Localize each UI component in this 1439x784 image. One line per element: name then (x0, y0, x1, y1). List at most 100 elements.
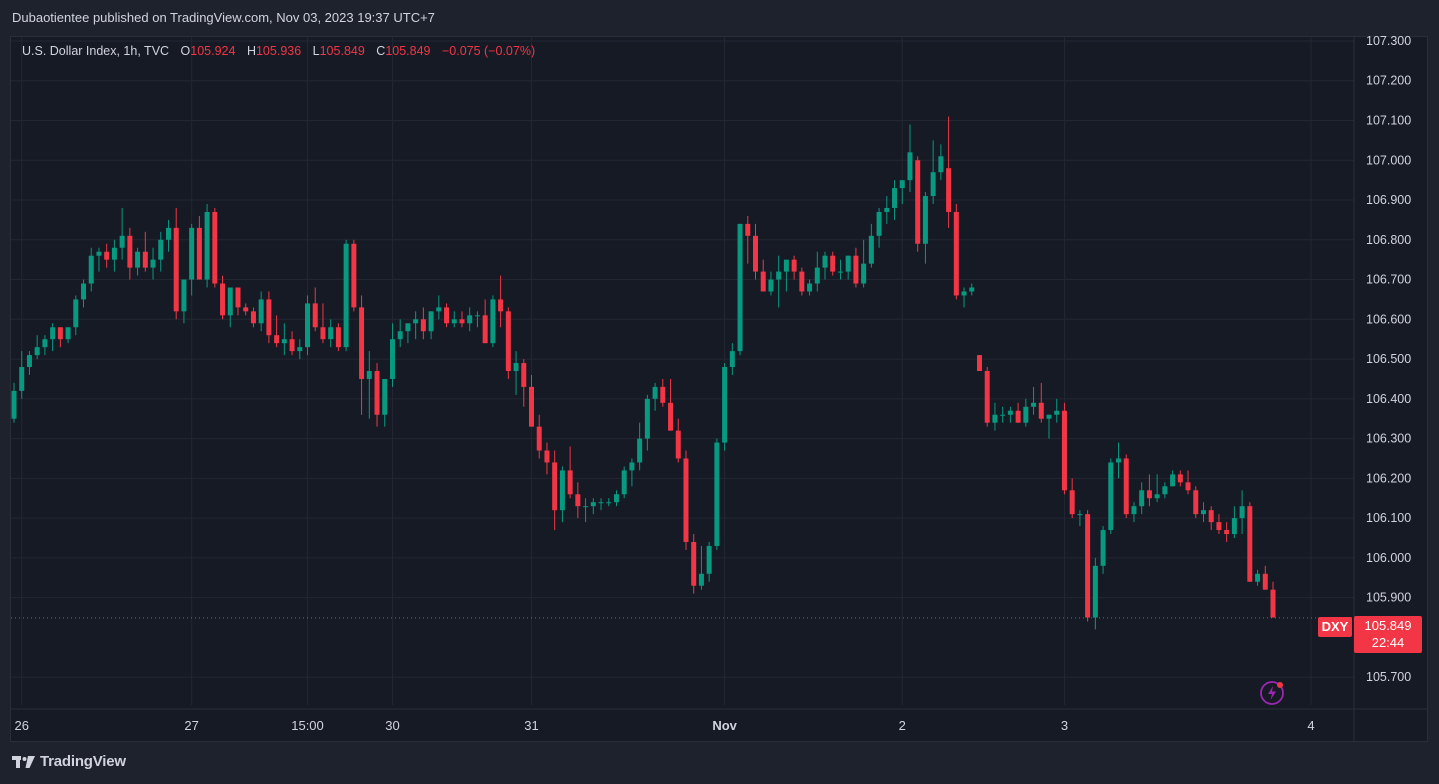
candle (1154, 474, 1160, 503)
candle (567, 446, 573, 499)
candle (1131, 502, 1137, 523)
candle (320, 303, 326, 344)
candle (760, 259, 766, 292)
x-tick-label: 27 (184, 718, 198, 733)
candle (1077, 510, 1083, 527)
candle (1208, 506, 1214, 531)
candle (274, 315, 280, 348)
candle (745, 215, 751, 264)
legend-close-value: 105.849 (385, 44, 431, 58)
candle (598, 498, 604, 511)
candle (26, 351, 32, 375)
candle (1146, 474, 1152, 507)
candle (822, 251, 828, 280)
legend-open-value: 105.924 (190, 44, 236, 58)
legend-change: −0.075 (−0.07%) (441, 44, 536, 58)
candle (1224, 522, 1230, 542)
candle (946, 116, 952, 228)
candle (552, 450, 558, 531)
candle (513, 351, 519, 395)
x-tick-label: 26 (14, 718, 28, 733)
candle (976, 355, 982, 371)
candle (752, 223, 758, 280)
candle (845, 255, 851, 280)
candle (335, 323, 341, 352)
candle (837, 259, 843, 280)
candle (544, 442, 550, 475)
candle (243, 303, 249, 316)
candle (922, 192, 928, 264)
legend-close-label: C (376, 44, 386, 58)
price-axis: 107.300 107.200 107.100 107.000 106.900 106.8… (1366, 34, 1411, 684)
candle (868, 223, 874, 268)
candle (1054, 398, 1060, 423)
candle (668, 378, 674, 431)
candle (227, 287, 233, 328)
footer: TradingView (12, 753, 126, 770)
y-tick-label: 106.700 (1366, 273, 1411, 287)
candle (413, 311, 419, 340)
candle (235, 287, 241, 316)
candle-series (11, 116, 1276, 630)
candle (459, 311, 465, 328)
candle (768, 271, 774, 296)
y-tick-label: 106.800 (1366, 233, 1411, 247)
candle (892, 180, 898, 220)
candle (907, 124, 913, 193)
candle (1116, 442, 1122, 479)
legend-low-value: 105.849 (319, 44, 365, 58)
candle (583, 498, 589, 523)
x-tick-label: 31 (524, 718, 538, 733)
candle (50, 323, 56, 352)
x-tick-label: 2 (899, 718, 906, 733)
candle (729, 343, 735, 375)
candle (1023, 398, 1029, 427)
candle (328, 319, 334, 348)
footer-brand: TradingView (40, 753, 126, 770)
chart-frame[interactable] (10, 36, 1428, 742)
last-price-value: 105.849 (1364, 618, 1412, 633)
candle (142, 231, 148, 272)
candle (220, 275, 226, 320)
candle (11, 382, 17, 423)
candle (683, 450, 689, 550)
candle (81, 279, 87, 308)
candle (1085, 510, 1091, 622)
candle (899, 180, 905, 204)
flash-alert-icon[interactable] (1259, 680, 1285, 706)
candle (1061, 402, 1067, 495)
candle (204, 204, 210, 288)
candle (1193, 486, 1199, 519)
x-tick-label: 30 (385, 718, 399, 733)
candle (374, 363, 380, 427)
candle (1108, 458, 1114, 535)
candle (1123, 454, 1129, 519)
candle (34, 335, 40, 360)
candle (1069, 478, 1075, 519)
y-tick-label: 106.100 (1366, 511, 1411, 525)
candle (104, 243, 110, 268)
candle (714, 438, 720, 550)
candle (88, 247, 94, 292)
legend-open-label: O (180, 44, 191, 58)
candle (590, 498, 596, 515)
x-tick-label: Nov (712, 718, 737, 733)
candle (1231, 506, 1237, 538)
candle (799, 267, 805, 296)
candle (405, 323, 411, 344)
candle (992, 402, 998, 431)
candle (675, 418, 681, 463)
y-tick-label: 106.000 (1366, 551, 1411, 565)
candle (444, 303, 450, 328)
candle (297, 339, 303, 360)
candle (1046, 414, 1052, 439)
candle (722, 363, 728, 451)
last-price-tag: 105.849 22:44 (1354, 616, 1422, 653)
candle (529, 374, 535, 427)
symbol-tag: DXY (1318, 617, 1352, 637)
candle (984, 367, 990, 427)
candle (1247, 502, 1253, 582)
candle (783, 259, 789, 292)
candle (1216, 514, 1222, 535)
